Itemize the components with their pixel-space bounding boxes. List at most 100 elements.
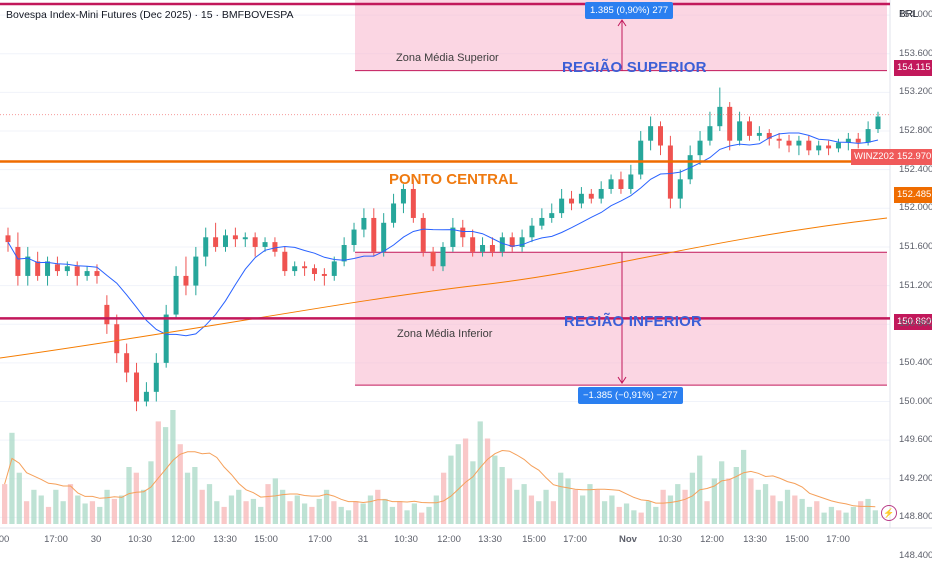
x-tick-label: 12:00 [700, 534, 724, 545]
lightning-icon[interactable]: ⚡ [881, 505, 897, 521]
volume-bar [580, 495, 586, 524]
candle-body [618, 179, 624, 189]
candle-body [252, 237, 258, 247]
volume-bar [192, 467, 198, 524]
volume-bar [82, 503, 88, 524]
candle-body [262, 242, 268, 247]
volume-bar [2, 484, 8, 524]
x-tick-label: 13:30 [743, 534, 767, 545]
volume-bar [733, 467, 739, 524]
volume-bar [9, 432, 15, 524]
candle-body [242, 237, 248, 240]
candle-body [737, 121, 743, 141]
candle-body [489, 245, 495, 252]
volume-bar [689, 472, 696, 524]
volume-bar [397, 501, 403, 524]
candle-body [173, 275, 179, 315]
volume-bar [762, 484, 769, 524]
volume-bar [770, 495, 776, 524]
candle-body [796, 140, 802, 146]
volume-bar [316, 498, 322, 524]
volume-bar [360, 503, 366, 524]
lower-measure-badge: −1.385 (−0,91%) −277 [578, 387, 683, 404]
candle-body [143, 391, 149, 402]
volume-bar [141, 489, 147, 524]
volume-bar [97, 506, 103, 524]
volume-bar [375, 489, 381, 524]
volume-bar [236, 489, 242, 524]
x-tick-label: 17:00 [563, 534, 587, 545]
volume-bar [441, 472, 447, 524]
candle-body [25, 256, 31, 276]
volume-bar [419, 512, 425, 524]
volume-bar [367, 495, 374, 524]
volume-bar [265, 484, 271, 524]
volume-bar [294, 495, 300, 524]
candle-body [104, 304, 110, 325]
candle-body [875, 116, 881, 130]
y-tick-label: 150.800 [899, 318, 932, 330]
volume-bar [426, 506, 432, 524]
volume-bar [228, 495, 235, 524]
volume-bar [184, 472, 191, 524]
candle-body [64, 266, 70, 272]
volume-bar [162, 427, 169, 524]
candle-body [826, 145, 832, 149]
candle-body [15, 246, 21, 276]
x-tick-label: 30 [90, 534, 102, 545]
x-tick-label: 13:30 [478, 534, 502, 545]
candle-body [232, 235, 238, 240]
volume-bar [272, 478, 278, 524]
y-tick-label: 154.000 [899, 9, 932, 21]
volume-bar [858, 501, 864, 524]
candle-body [569, 198, 575, 204]
volume-bar [243, 501, 249, 524]
candle-body [638, 140, 644, 175]
candle-body [420, 217, 426, 252]
candle-body [658, 126, 663, 146]
lower-line-price-tag: 150.860 [894, 314, 932, 330]
candle-body [707, 126, 713, 141]
candle-body [331, 261, 337, 276]
volume-bar [558, 472, 564, 524]
volume-bar [455, 444, 461, 524]
candle-body [509, 237, 515, 247]
volume-bar [345, 510, 352, 524]
candle-body [608, 179, 614, 189]
candle-body [529, 225, 535, 238]
candle-body [430, 251, 436, 267]
central-point-label: PONTO CENTRAL [389, 171, 518, 188]
volume-bar [550, 501, 557, 524]
candle-body [94, 271, 100, 276]
y-tick-label: 148.400 [899, 550, 932, 561]
volume-bar [353, 501, 359, 524]
x-tick-label: 00 [0, 534, 10, 545]
candle-body [400, 188, 406, 204]
volume-bar [667, 495, 674, 524]
volume-bar [404, 510, 410, 524]
volume-bar [631, 510, 637, 524]
upper-zone-label: Zona Média Superior [396, 52, 499, 64]
candle-body [776, 138, 782, 141]
candle-body [835, 142, 841, 149]
candle-body [74, 266, 80, 276]
volume-bar [675, 484, 681, 524]
candle-body [855, 138, 861, 143]
candle-body [321, 273, 327, 276]
volume-bar [411, 503, 418, 524]
volume-bar [704, 501, 710, 524]
y-tick-label: 153.600 [899, 47, 932, 59]
volume-bar [250, 498, 257, 524]
candle-body [272, 242, 278, 252]
lower-zone-label: Zona Média Inferior [397, 328, 493, 340]
x-tick-label: 10:30 [394, 534, 418, 545]
candle-body [153, 362, 159, 392]
currency-label[interactable]: BRL [899, 9, 919, 20]
candle-body [391, 203, 397, 223]
upper-region-label: REGIÃO SUPERIOR [562, 59, 707, 76]
candle-body [816, 145, 822, 151]
candle-body [727, 106, 733, 141]
x-tick-label: 15:00 [522, 534, 546, 545]
volume-bar [492, 455, 498, 524]
